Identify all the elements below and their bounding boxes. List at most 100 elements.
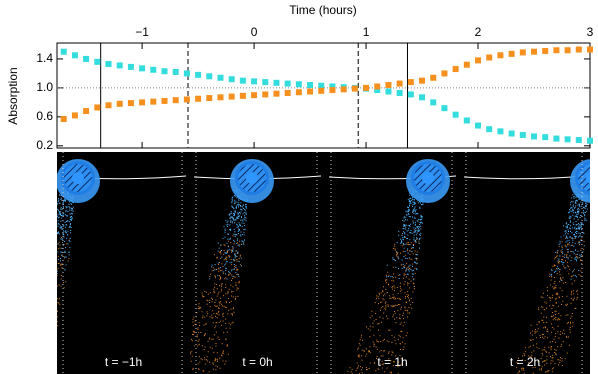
marker	[318, 82, 325, 89]
marker	[340, 86, 347, 93]
marker	[183, 96, 190, 103]
marker	[206, 95, 213, 102]
marker	[127, 63, 134, 70]
marker	[161, 97, 168, 104]
time-label: t = 2h	[510, 355, 540, 369]
marker	[262, 91, 269, 98]
marker	[251, 78, 258, 85]
marker	[452, 66, 459, 73]
snapshot	[328, 159, 457, 374]
marker	[475, 122, 482, 129]
marker	[172, 68, 179, 75]
snapshot	[57, 159, 187, 327]
marker	[217, 94, 224, 101]
marker	[497, 128, 504, 135]
marker	[150, 98, 157, 105]
marker	[183, 70, 190, 77]
marker	[486, 126, 493, 133]
image-panel	[57, 152, 590, 374]
marker	[329, 87, 336, 94]
plot-frame	[56, 42, 591, 149]
marker	[508, 130, 515, 137]
planet	[72, 172, 84, 184]
marker	[475, 57, 482, 64]
tail-gas	[550, 187, 588, 281]
y-tick-label: 0.2	[36, 138, 53, 152]
marker	[587, 46, 593, 53]
marker	[228, 76, 235, 83]
marker	[519, 49, 526, 56]
x-tick-label: −1	[135, 25, 149, 39]
marker	[486, 54, 493, 61]
marker	[542, 134, 549, 141]
marker	[396, 80, 403, 87]
marker	[441, 70, 448, 77]
marker	[150, 66, 157, 73]
marker	[116, 100, 123, 107]
planet	[586, 172, 590, 184]
marker	[307, 82, 314, 88]
marker	[463, 61, 470, 68]
marker	[206, 73, 213, 80]
marker	[195, 95, 202, 102]
tail-gas	[57, 185, 74, 274]
time-label: t = −1h	[105, 355, 142, 369]
marker	[139, 65, 146, 72]
marker	[71, 112, 78, 119]
marker	[385, 88, 392, 95]
marker	[531, 48, 538, 55]
marker	[262, 79, 269, 86]
marker	[239, 92, 246, 99]
planet-disk	[578, 164, 590, 192]
marker	[105, 102, 112, 109]
marker	[307, 88, 314, 95]
snapshot	[190, 159, 322, 374]
marker	[441, 105, 448, 112]
marker	[508, 50, 515, 57]
marker	[228, 93, 235, 100]
snapshot	[463, 159, 590, 374]
y-tick-label: 1.4	[36, 51, 53, 65]
marker	[83, 108, 90, 115]
x-tick-label: 2	[475, 25, 482, 39]
marker	[295, 81, 302, 88]
tail-dust	[516, 237, 585, 374]
marker	[284, 80, 291, 87]
marker	[239, 77, 246, 84]
marker	[553, 47, 560, 54]
x-tick-label: 3	[587, 25, 594, 39]
marker	[575, 137, 582, 144]
marker	[374, 83, 381, 90]
marker	[419, 94, 426, 101]
marker	[217, 74, 224, 81]
y-tick-label: 0.6	[36, 109, 53, 123]
marker	[463, 117, 470, 124]
marker	[452, 111, 459, 118]
marker	[363, 84, 370, 91]
marker	[531, 133, 538, 140]
marker	[374, 87, 381, 94]
marker	[542, 47, 549, 54]
marker	[195, 71, 202, 78]
marker	[385, 82, 392, 88]
marker	[519, 131, 526, 138]
marker	[116, 62, 123, 69]
marker	[139, 99, 146, 106]
marker	[575, 46, 582, 53]
marker	[161, 68, 168, 75]
time-label: t = 0h	[242, 355, 272, 369]
marker	[273, 79, 280, 86]
marker	[172, 97, 179, 104]
marker	[407, 79, 414, 86]
x-tick-label: 0	[251, 25, 258, 39]
marker	[407, 91, 414, 98]
marker	[351, 85, 358, 92]
x-axis-title: Time (hours)	[289, 3, 357, 17]
marker	[60, 48, 67, 55]
marker	[553, 135, 560, 142]
marker	[419, 77, 426, 84]
x-tick-label: 1	[363, 25, 370, 39]
y-axis-title: Absorption	[6, 67, 20, 124]
marker	[564, 47, 571, 54]
